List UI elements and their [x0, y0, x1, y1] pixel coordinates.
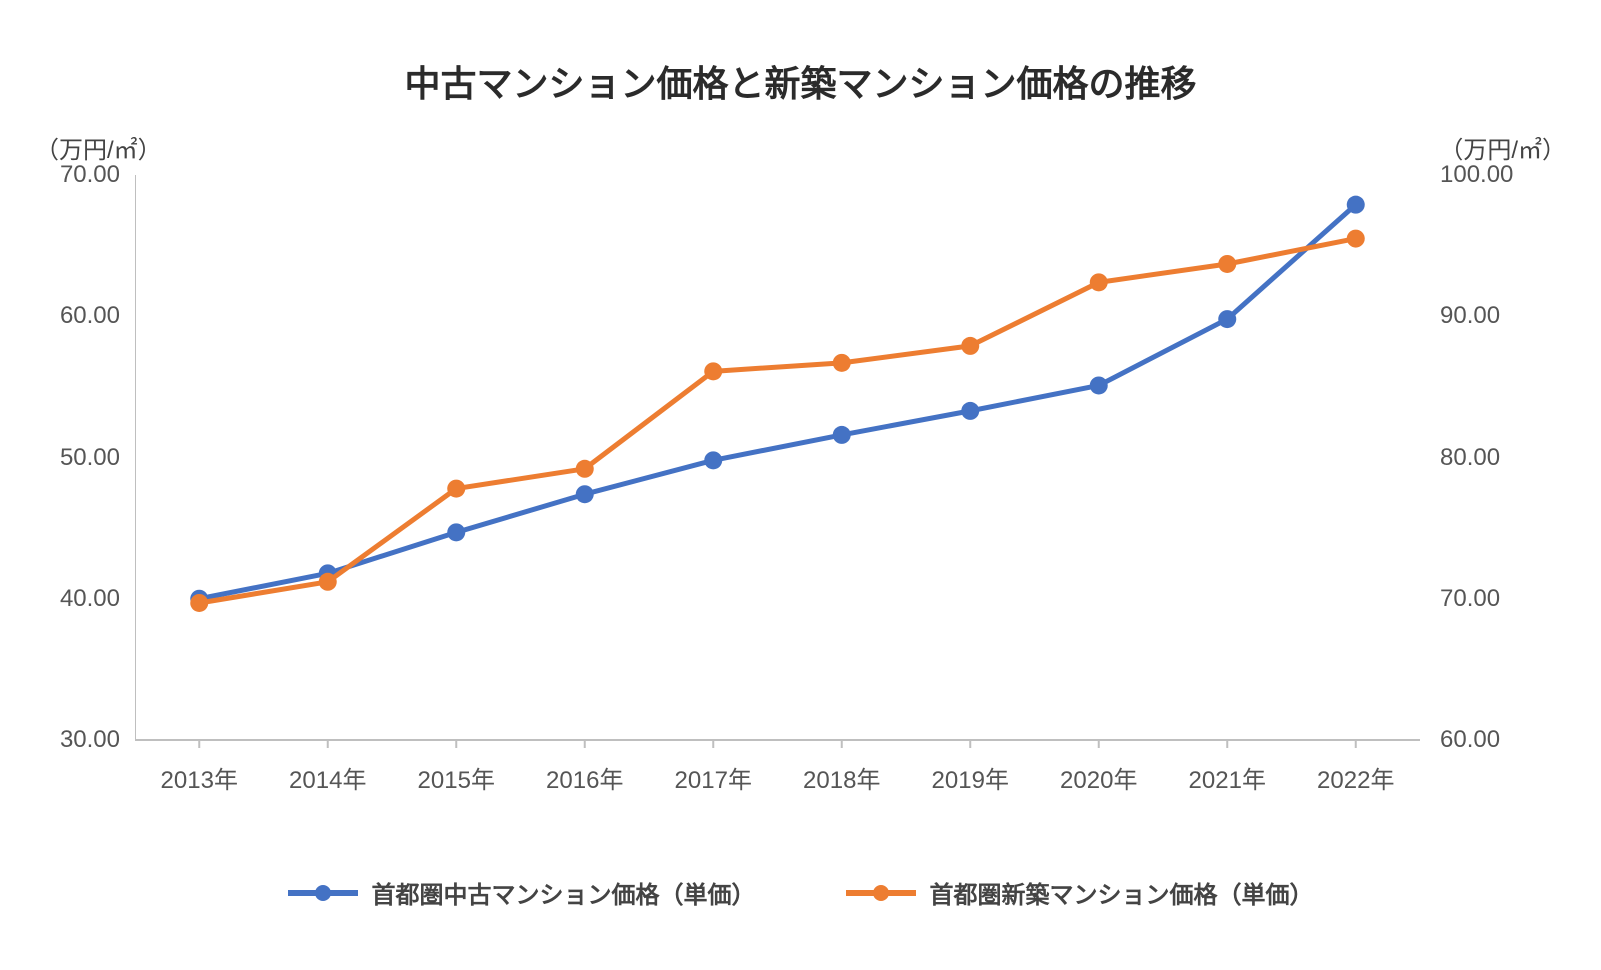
y-tick-right: 60.00 [1440, 726, 1500, 754]
y-tick-left: 60.00 [40, 302, 120, 330]
legend-swatch [288, 890, 358, 896]
x-tick: 2017年 [675, 760, 752, 795]
legend-item: 首都圏中古マンション価格（単価） [288, 875, 756, 910]
x-tick: 2016年 [546, 760, 623, 795]
series-marker [1347, 196, 1365, 214]
x-tick: 2018年 [803, 760, 880, 795]
legend-marker-icon [315, 885, 331, 901]
x-tick: 2022年 [1317, 760, 1394, 795]
y-tick-right: 90.00 [1440, 302, 1500, 330]
x-tick: 2015年 [418, 760, 495, 795]
series-marker [447, 480, 465, 498]
series-marker [704, 451, 722, 469]
series-marker [833, 426, 851, 444]
series-line [199, 205, 1356, 599]
series-marker [1347, 230, 1365, 248]
legend: 首都圏中古マンション価格（単価） 首都圏新築マンション価格（単価） [0, 875, 1601, 910]
y-tick-right: 80.00 [1440, 444, 1500, 472]
y-tick-left: 30.00 [40, 726, 120, 754]
legend-label: 首都圏新築マンション価格（単価） [930, 875, 1314, 910]
chart-container: 中古マンション価格と新築マンション価格の推移 （万円/㎡） （万円/㎡） 30.… [0, 0, 1601, 970]
series-marker [1090, 376, 1108, 394]
y-tick-right: 100.00 [1440, 161, 1513, 189]
series-marker [1090, 273, 1108, 291]
series-marker [447, 523, 465, 541]
y-tick-left: 70.00 [40, 161, 120, 189]
x-tick: 2013年 [161, 760, 238, 795]
y-tick-left: 50.00 [40, 444, 120, 472]
series-marker [961, 337, 979, 355]
legend-marker-icon [873, 885, 889, 901]
legend-label: 首都圏中古マンション価格（単価） [372, 875, 756, 910]
series-marker [576, 460, 594, 478]
series-marker [576, 485, 594, 503]
x-tick: 2020年 [1060, 760, 1137, 795]
x-tick: 2021年 [1189, 760, 1266, 795]
series-marker [961, 402, 979, 420]
series-marker [704, 362, 722, 380]
series-marker [833, 354, 851, 372]
y-tick-right: 70.00 [1440, 585, 1500, 613]
series-marker [1218, 255, 1236, 273]
series-marker [319, 573, 337, 591]
left-axis-unit-label: （万円/㎡） [35, 130, 162, 165]
x-tick: 2019年 [932, 760, 1009, 795]
chart-title: 中古マンション価格と新築マンション価格の推移 [0, 55, 1601, 107]
series-marker [190, 594, 208, 612]
right-axis-unit-label: （万円/㎡） [1439, 130, 1566, 165]
series-marker [1218, 310, 1236, 328]
plot-area [135, 175, 1420, 760]
legend-swatch [846, 890, 916, 896]
y-tick-left: 40.00 [40, 585, 120, 613]
series-line [199, 239, 1356, 603]
x-tick: 2014年 [289, 760, 366, 795]
legend-item: 首都圏新築マンション価格（単価） [846, 875, 1314, 910]
